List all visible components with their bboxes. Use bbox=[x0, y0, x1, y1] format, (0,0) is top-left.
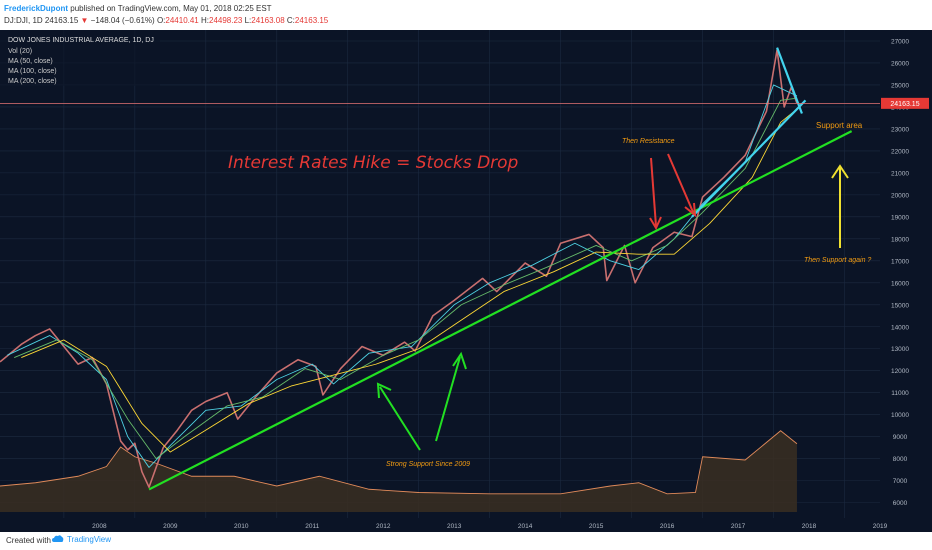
x-tick-label: 2014 bbox=[518, 523, 533, 530]
author-link[interactable]: FrederickDupont bbox=[4, 4, 69, 13]
symbol-price: DJ:DJI, 1D 24163.15 bbox=[4, 16, 79, 25]
x-axis-labels: 2008 2009 2010 2011 2012 2013 2014 2015 2016 2017… bbox=[92, 523, 887, 530]
legend-title: DOW JONES INDUSTRIAL AVERAGE, 1D, DJ bbox=[8, 37, 154, 44]
x-tick-label: 2018 bbox=[802, 523, 817, 530]
price-series bbox=[0, 48, 798, 489]
falling-top-trendline bbox=[776, 47, 803, 114]
strong-support-arrows bbox=[376, 351, 467, 451]
price-line bbox=[0, 48, 798, 489]
x-tick-label: 2011 bbox=[305, 523, 319, 530]
volume-line bbox=[0, 430, 798, 495]
tradingview-brand: TradingView bbox=[67, 534, 112, 544]
strong-support-annotation: Strong Support Since 2009 bbox=[386, 461, 470, 468]
x-tick-label: 2008 bbox=[92, 523, 107, 530]
chart-header: FrederickDupont published on TradingView… bbox=[0, 0, 932, 30]
ohlc-high-label: H: bbox=[201, 16, 209, 25]
y-tick-label: 12000 bbox=[891, 368, 909, 375]
ohlc-high-value: 24498.23 bbox=[209, 16, 243, 25]
x-tick-label: 2010 bbox=[234, 523, 249, 530]
y-tick-label: 21000 bbox=[891, 170, 909, 177]
y-tick-label: 11000 bbox=[891, 390, 909, 397]
legend-ma200[interactable]: MA (200, close) bbox=[8, 78, 57, 85]
y-tick-label: 15000 bbox=[891, 302, 909, 309]
tradingview-logo[interactable]: TradingView bbox=[52, 534, 111, 544]
y-tick-label: 18000 bbox=[891, 236, 909, 243]
y-tick-label: 20000 bbox=[891, 192, 909, 199]
price-chart[interactable]: DOW JONES INDUSTRIAL AVERAGE, 1D, DJ Vol… bbox=[0, 30, 932, 532]
publish-info: FrederickDupont published on TradingView… bbox=[4, 4, 272, 13]
y-tick-label: 9000 bbox=[893, 434, 908, 441]
x-tick-label: 2012 bbox=[376, 523, 391, 530]
ohlc-close-label: C: bbox=[286, 16, 295, 25]
created-with-text: Created with bbox=[6, 536, 51, 545]
x-tick-label: 2019 bbox=[873, 523, 888, 530]
time-axis[interactable] bbox=[0, 518, 932, 532]
y-tick-label: 6000 bbox=[893, 500, 908, 507]
ohlc-low-label: L: bbox=[244, 16, 252, 25]
ma200-line bbox=[21, 108, 798, 453]
y-tick-label: 23000 bbox=[891, 126, 909, 133]
y-tick-label: 10000 bbox=[891, 412, 909, 419]
headline-annotation: Interest Rates Hike = Stocks Drop bbox=[228, 153, 519, 173]
y-tick-label: 26000 bbox=[891, 60, 909, 67]
x-tick-label: 2017 bbox=[731, 523, 746, 530]
publish-text: published on TradingView.com, May 01, 20… bbox=[70, 4, 272, 13]
y-tick-label: 8000 bbox=[893, 456, 908, 463]
last-price-badge bbox=[881, 97, 929, 109]
cloud-icon bbox=[52, 535, 64, 542]
price-change: −148.04 (−0.61%) bbox=[90, 16, 155, 25]
last-price-label: 24163.15 bbox=[890, 101, 919, 108]
support-area-annotation: Support area bbox=[816, 121, 863, 130]
steep-support-trendline bbox=[691, 99, 807, 218]
support-again-arrow bbox=[831, 164, 849, 248]
x-tick-label: 2009 bbox=[163, 523, 178, 530]
y-tick-label: 27000 bbox=[891, 38, 909, 45]
x-tick-label: 2013 bbox=[447, 523, 462, 530]
y-tick-label: 22000 bbox=[891, 148, 909, 155]
y-tick-label: 13000 bbox=[891, 346, 909, 353]
legend-ma50[interactable]: MA (50, close) bbox=[8, 58, 53, 65]
down-arrow-icon: ▼ bbox=[80, 16, 89, 25]
symbol-info: DJ:DJI, 1D 24163.15 ▼ −148.04 (−0.61%) O… bbox=[4, 16, 328, 25]
ma100-line bbox=[14, 97, 798, 460]
legend-ma100[interactable]: MA (100, close) bbox=[8, 68, 57, 75]
support-2009-trendline bbox=[148, 130, 853, 491]
ohlc-open-label: O: bbox=[156, 16, 166, 25]
legend-backdrop bbox=[0, 30, 160, 86]
ohlc-open-value: 24410.41 bbox=[165, 16, 199, 25]
volume-area bbox=[0, 430, 798, 512]
x-tick-label: 2016 bbox=[660, 523, 675, 530]
x-tick-label: 2015 bbox=[589, 523, 604, 530]
legend-vol[interactable]: Vol (20) bbox=[8, 48, 32, 55]
y-tick-label: 25000 bbox=[891, 82, 909, 89]
ohlc-close-value: 24163.15 bbox=[294, 16, 329, 25]
volume-fill bbox=[0, 430, 797, 512]
y-tick-label: 17000 bbox=[891, 258, 909, 265]
resistance-annotation: Then Resistance bbox=[622, 138, 675, 145]
y-tick-label: 16000 bbox=[891, 280, 909, 287]
price-axis[interactable] bbox=[880, 30, 932, 532]
y-tick-label: 7000 bbox=[893, 478, 908, 485]
y-tick-label: 14000 bbox=[891, 324, 909, 331]
y-axis-labels: 6000 7000 8000 9000 10000 11000 12000 13000 1400… bbox=[891, 38, 909, 507]
ohlc-low-value: 24163.08 bbox=[251, 16, 285, 25]
footer: Created with TradingView bbox=[0, 532, 932, 550]
support-again-annotation: Then Support again ? bbox=[804, 257, 871, 264]
trendlines[interactable] bbox=[148, 47, 853, 491]
resistance-arrows bbox=[649, 153, 697, 231]
y-tick-label: 19000 bbox=[891, 214, 909, 221]
